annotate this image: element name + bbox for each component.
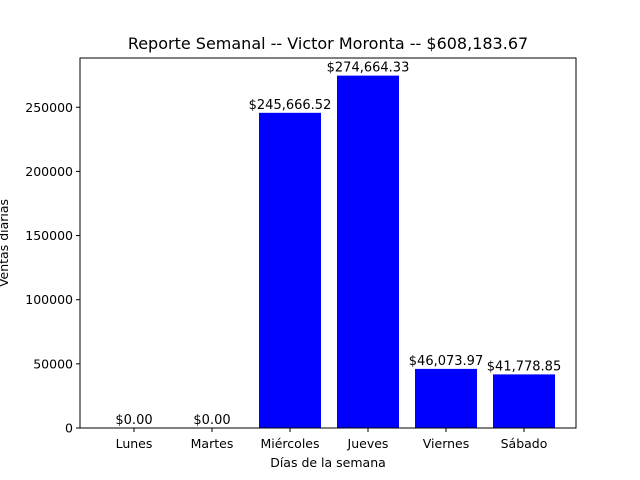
x-tick-label-sabado: Sábado (501, 436, 548, 451)
plot-frame (79, 57, 577, 429)
x-axis: Lunes Martes Miércoles Jueves Viernes Sábado (116, 428, 548, 451)
data-label-miercoles: $245,666.52 (249, 98, 332, 113)
chart-title: Reporte Semanal -- Victor Moronta -- $60… (128, 34, 528, 53)
x-tick-label-jueves: Jueves (347, 436, 389, 451)
data-label-viernes: $46,073.97 (409, 354, 483, 369)
bar-viernes (415, 368, 477, 428)
bar-sabado (493, 374, 555, 428)
y-axis: 0 50000 100000 150000 200000 250000 (25, 100, 80, 436)
y-tick-label: 0 (65, 421, 73, 436)
y-axis-label: Ventas diarias (0, 199, 11, 287)
data-labels-group: $0.00 $0.00 $245,666.52 $274,664.33 $46,073.… (115, 61, 561, 428)
data-label-sabado: $41,778.85 (487, 359, 561, 374)
y-tick-label: 250000 (25, 100, 73, 115)
data-label-martes: $0.00 (193, 413, 230, 428)
data-label-lunes: $0.00 (115, 413, 152, 428)
y-tick-label: 50000 (33, 356, 73, 371)
y-tick-label: 100000 (25, 292, 73, 307)
x-tick-label-martes: Martes (191, 436, 234, 451)
x-axis-label: Días de la semana (270, 455, 386, 470)
bar-miercoles (259, 112, 321, 428)
x-tick-label-viernes: Viernes (423, 436, 469, 451)
bars-group (259, 75, 555, 428)
data-label-jueves: $274,664.33 (327, 61, 410, 76)
x-tick-label-miercoles: Miércoles (260, 436, 319, 451)
x-tick-label-lunes: Lunes (116, 436, 153, 451)
y-tick-label: 200000 (25, 164, 73, 179)
bar-jueves (337, 75, 399, 428)
y-tick-label: 150000 (25, 228, 73, 243)
